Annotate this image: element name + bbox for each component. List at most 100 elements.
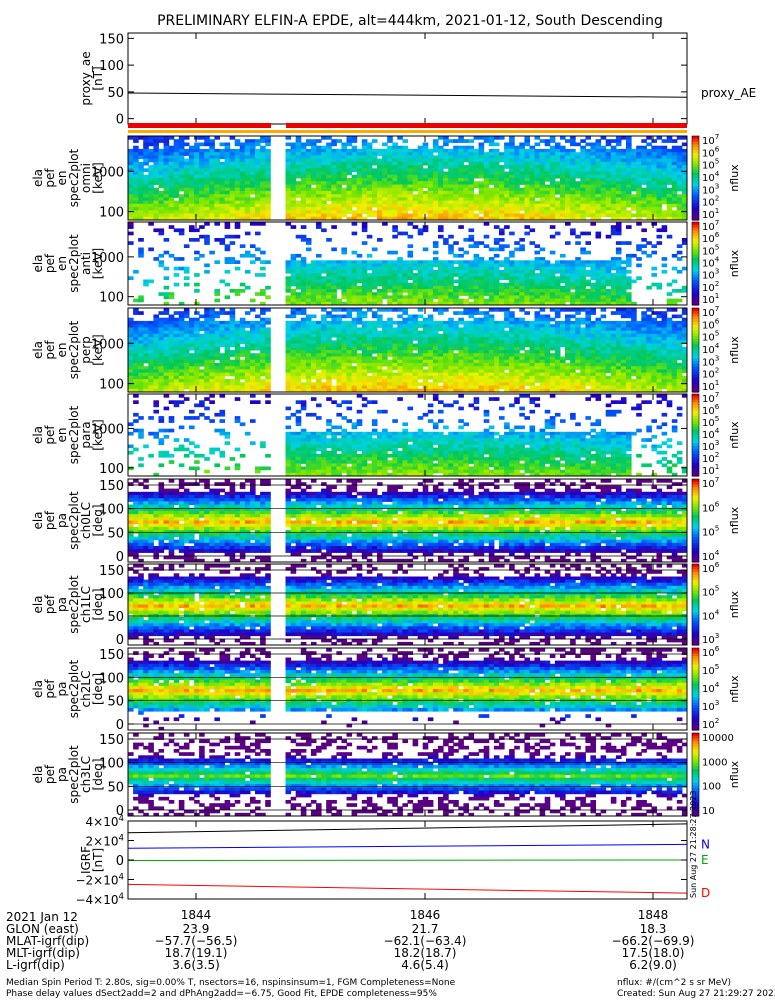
heatmap-cell	[326, 356, 332, 361]
heatmap-cell	[366, 320, 373, 325]
heatmap-cell	[199, 327, 205, 332]
heatmap-cell	[163, 295, 170, 300]
heatmap-cell	[565, 139, 571, 143]
heatmap-cell	[382, 152, 388, 156]
heatmap-cell	[636, 257, 642, 261]
heatmap-cell	[194, 142, 200, 147]
heatmap-cell	[336, 340, 342, 344]
heatmap-cell	[244, 210, 251, 214]
heatmap-cell	[443, 178, 449, 182]
heatmap-cell	[163, 311, 170, 315]
heatmap-cell	[178, 165, 185, 169]
heatmap-cell	[397, 178, 403, 182]
heatmap-cell	[458, 210, 464, 214]
heatmap-cell	[615, 155, 622, 160]
heatmap-cell	[539, 207, 546, 211]
heatmap-cell	[239, 385, 246, 390]
heatmap-cell	[595, 207, 602, 211]
heatmap-cell	[290, 337, 297, 341]
heatmap-cell	[138, 327, 144, 332]
heatmap-cell	[356, 359, 363, 364]
heatmap-cell	[626, 203, 632, 208]
heatmap-cell	[519, 269, 525, 274]
heatmap-cell	[209, 385, 215, 390]
colorbar-segment	[692, 183, 699, 187]
heatmap-cell	[295, 379, 302, 383]
heatmap-cell	[605, 181, 612, 185]
heatmap-cell	[316, 324, 322, 328]
heatmap-cell	[351, 330, 358, 335]
heatmap-cell	[560, 285, 566, 290]
heatmap-cell	[168, 350, 175, 354]
heatmap-cell	[605, 210, 612, 214]
heatmap-cell	[204, 213, 210, 218]
heatmap-cell	[377, 181, 383, 185]
heatmap-cell	[565, 295, 571, 300]
heatmap-cell	[290, 155, 297, 160]
heatmap-cell	[341, 327, 347, 332]
heatmap-cell	[194, 161, 200, 166]
heatmap-cell	[148, 181, 154, 185]
heatmap-cell	[453, 266, 459, 271]
heatmap-cell	[366, 340, 373, 344]
heatmap-cell	[458, 260, 464, 264]
heatmap-cell	[417, 155, 424, 160]
heatmap-cell	[234, 382, 241, 386]
heatmap-cell	[326, 194, 332, 198]
heatmap-cell	[336, 317, 342, 322]
heatmap-cell	[397, 155, 403, 160]
heatmap-cell	[285, 165, 292, 169]
heatmap-cell	[366, 187, 373, 192]
heatmap-cell	[422, 190, 429, 195]
heatmap-cell	[636, 148, 642, 153]
heatmap-cell	[331, 285, 337, 290]
heatmap-cell	[509, 276, 515, 280]
heatmap-cell	[204, 174, 210, 179]
heatmap-cell	[255, 292, 261, 296]
heatmap-cell	[128, 353, 134, 357]
heatmap-cell	[189, 369, 195, 374]
heatmap-cell	[620, 158, 627, 163]
heatmap-cell	[265, 197, 271, 202]
heatmap-cell	[626, 171, 632, 176]
heatmap-cell	[209, 178, 215, 182]
heatmap-cell	[310, 190, 317, 195]
heatmap-cell	[575, 269, 581, 274]
heatmap-cell	[310, 210, 317, 214]
heatmap-cell	[676, 165, 683, 169]
heatmap-cell	[183, 168, 190, 172]
heatmap-cell	[504, 298, 510, 303]
heatmap-cell	[285, 171, 292, 176]
heatmap-cell	[316, 385, 322, 390]
heatmap-cell	[585, 203, 591, 208]
heatmap-cell	[199, 213, 205, 218]
heatmap-cell	[326, 216, 332, 221]
heatmap-cell	[214, 213, 220, 218]
heatmap-cell	[285, 269, 292, 274]
heatmap-cell	[448, 282, 454, 287]
heatmap-cell	[438, 155, 444, 160]
heatmap-cell	[468, 282, 475, 287]
heatmap-cell	[615, 282, 622, 287]
heatmap-cell	[321, 136, 327, 140]
heatmap-cell	[422, 276, 429, 280]
heatmap-cell	[529, 263, 536, 268]
heatmap-cell	[234, 148, 241, 153]
heatmap-cell	[178, 317, 185, 322]
heatmap-cell	[143, 148, 149, 153]
heatmap-cell	[432, 142, 439, 147]
heatmap-cell	[514, 213, 520, 218]
heatmap-cell	[234, 142, 241, 147]
heatmap-cell	[397, 216, 403, 221]
heatmap-cell	[366, 333, 373, 338]
heatmap-cell	[412, 181, 419, 185]
heatmap-cell	[636, 200, 642, 205]
heatmap-cell	[534, 295, 541, 300]
heatmap-cell	[290, 158, 297, 163]
heatmap-cell	[514, 158, 520, 163]
heatmap-cell	[214, 292, 220, 296]
heatmap-cell	[148, 324, 154, 328]
heatmap-cell	[646, 165, 652, 169]
heatmap-cell	[316, 190, 322, 195]
heatmap-cell	[575, 301, 581, 306]
